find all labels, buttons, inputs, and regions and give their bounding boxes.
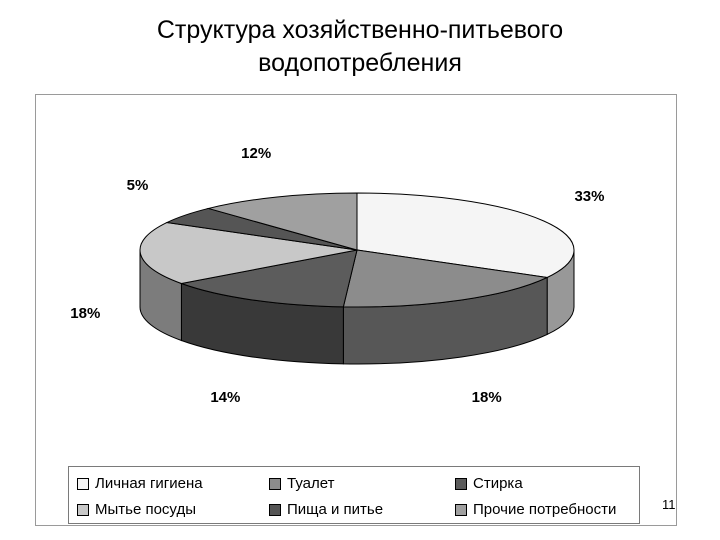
legend-label: Прочие потребности (473, 501, 617, 518)
legend-item-6: Прочие потребности (455, 501, 616, 518)
pie-slice-4 (139, 222, 358, 285)
legend-swatch (77, 477, 89, 490)
title-line-1: Структура хозяйственно-питьевого (156, 16, 564, 44)
legend-swatch (455, 503, 467, 516)
legend-swatch (455, 477, 467, 490)
title-line-2: водопотребления (258, 49, 462, 77)
pie-slice-2 (342, 249, 549, 308)
pie-label-3: 14% (210, 388, 241, 406)
pie-label-4: 18% (70, 304, 101, 322)
pie-slice-6 (206, 192, 358, 251)
legend-swatch (269, 503, 281, 516)
pie-top-faces (139, 192, 575, 308)
pie-label-5: 5% (126, 177, 149, 195)
legend-item-5: Пища и питье (269, 501, 383, 518)
legend-item-3: Стирка (455, 475, 523, 492)
pie-slice-1 (356, 192, 575, 278)
legend-item-4: Мытье посуды (77, 501, 196, 518)
legend-label: Стирка (473, 475, 523, 492)
chart-legend: Личная гигиена Туалет Стирка Мытье посуды Пи… (68, 466, 640, 524)
legend-label: Туалет (287, 475, 335, 492)
legend-item-2: Туалет (269, 475, 334, 492)
pie-slice-3 (179, 249, 358, 308)
page-number: 11 (662, 497, 676, 512)
legend-label: Личная гигиена (95, 475, 203, 492)
chart-frame (35, 94, 677, 526)
legend-swatch (269, 477, 281, 490)
pie-label-2: 18% (471, 388, 502, 406)
pie-label-6: 12% (241, 144, 272, 162)
legend-label: Пища и питье (287, 501, 384, 518)
page-title: Структура хозяйственно-питьевого водопот… (0, 14, 720, 80)
legend-swatch (77, 503, 89, 516)
legend-label: Мытье посуды (95, 501, 196, 518)
pie-label-1: 33% (574, 188, 605, 206)
legend-item-1: Личная гигиена (77, 475, 203, 492)
